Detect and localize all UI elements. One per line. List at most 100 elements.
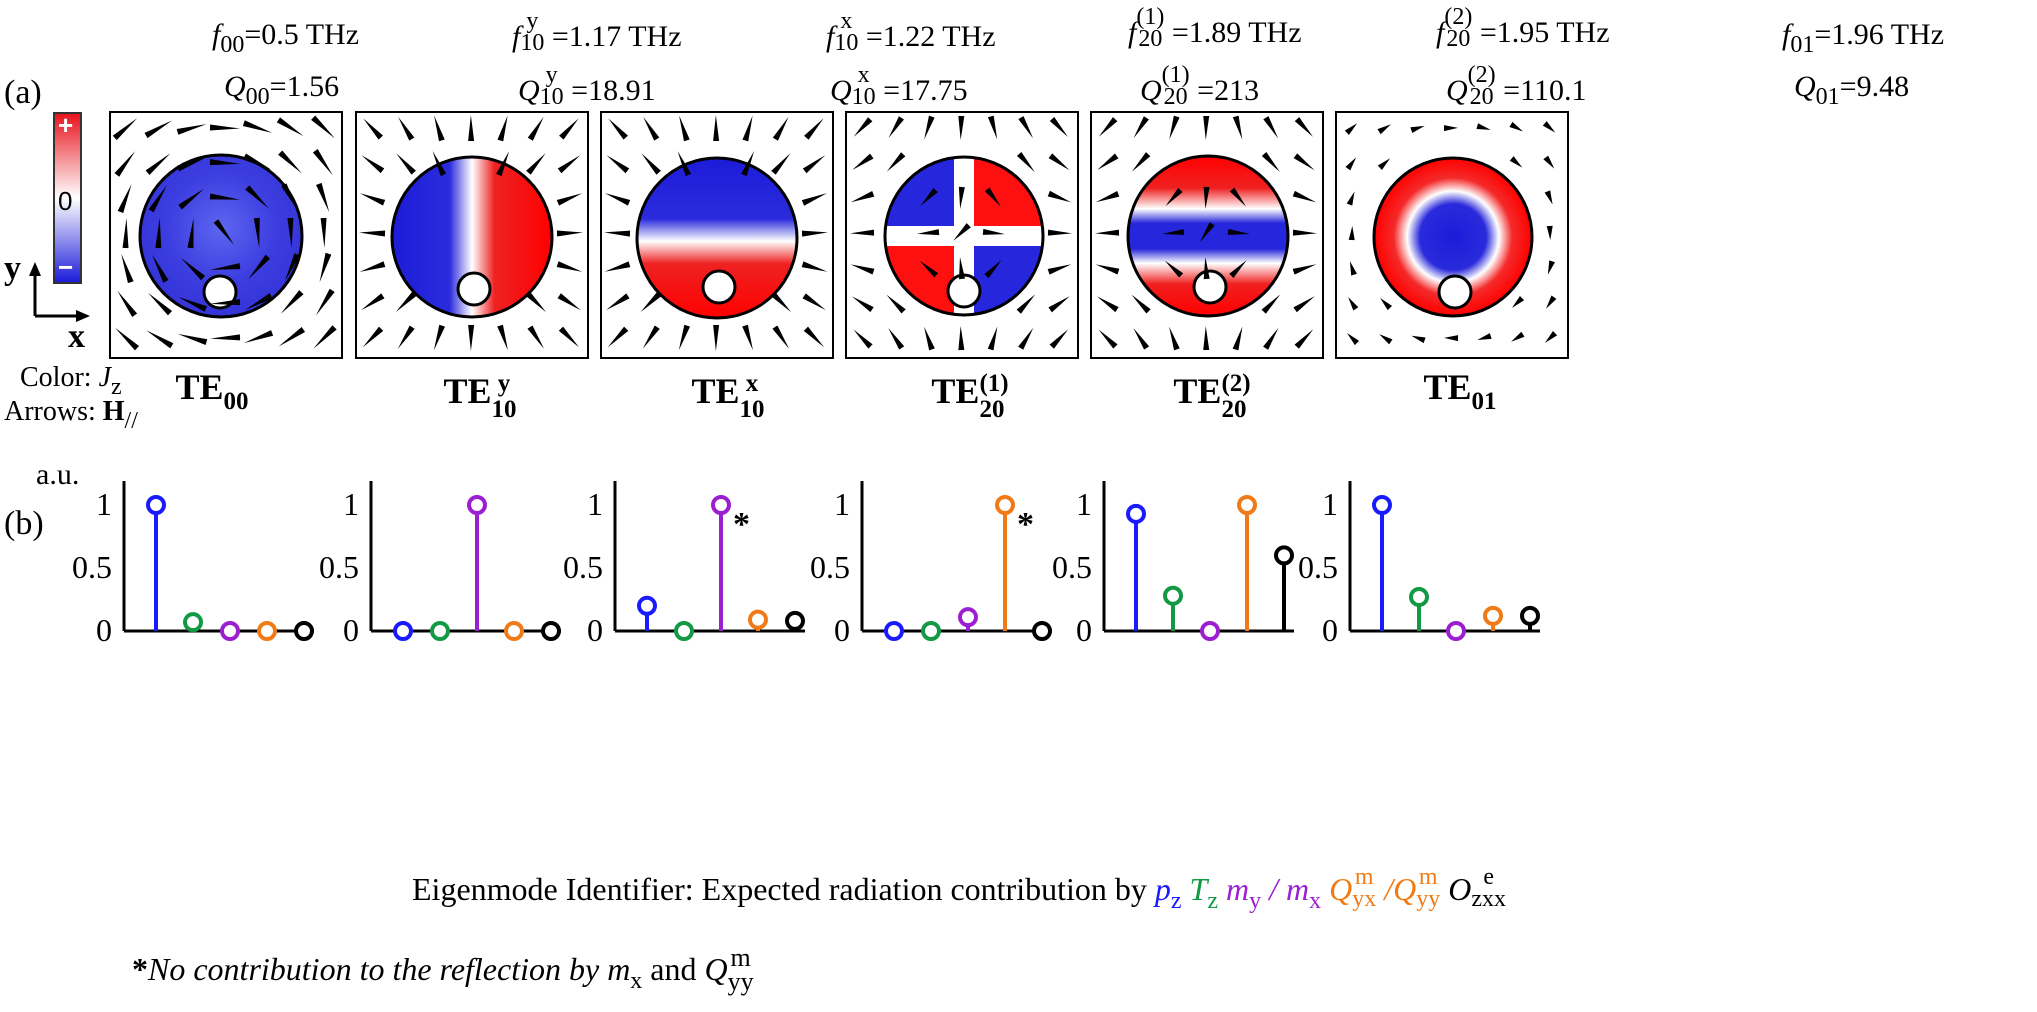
stem-marker — [1372, 495, 1392, 515]
field-arrow — [209, 159, 240, 166]
field-arrow — [1098, 117, 1118, 137]
field-arrow — [850, 190, 875, 203]
field-arrow — [641, 153, 661, 175]
field-arrow — [117, 290, 138, 317]
stem-marker — [257, 621, 277, 641]
mode-name-te20-1: TE (1) 20 — [931, 370, 1009, 423]
stem-subplot-4: 0 0.5 1 * — [810, 481, 1052, 648]
stem-marker — [884, 621, 904, 641]
field-arrow — [112, 118, 138, 141]
field-arrow — [359, 193, 386, 206]
y-tick-label: 0 — [343, 612, 359, 648]
field-arrow — [1048, 296, 1070, 313]
stem-marker — [1163, 585, 1183, 606]
stem-marker — [1032, 621, 1052, 641]
field-arrow — [397, 325, 415, 349]
mode-name-te01: TE01 — [1423, 367, 1497, 415]
field-arrow — [248, 254, 271, 280]
field-arrow — [1165, 187, 1183, 207]
field-arrows — [112, 115, 1558, 351]
y-tick-label: 1 — [1076, 486, 1092, 522]
field-arrow — [801, 193, 828, 206]
field-arrow — [1293, 296, 1315, 313]
stem-marker — [1274, 545, 1294, 566]
stem-marker — [1520, 605, 1540, 626]
field-arrow — [919, 260, 939, 278]
field-arrow — [209, 193, 240, 200]
y-tick-label: 0 — [587, 612, 603, 648]
field-arrow — [468, 324, 475, 351]
field-arrow — [1047, 190, 1072, 203]
field-arrow — [1232, 115, 1243, 140]
stem-subplot-5: 00.51 — [1052, 481, 1294, 648]
hole-te01 — [1437, 274, 1473, 310]
field-arrow — [556, 193, 583, 206]
field-arrow — [1097, 153, 1119, 171]
field-arrow — [361, 155, 385, 174]
field-arrow — [1509, 156, 1523, 168]
field-arrow — [556, 230, 583, 237]
field-arrow — [642, 325, 660, 349]
field-arrow — [177, 333, 208, 345]
field-arrow — [987, 115, 998, 140]
field-arrow — [958, 115, 965, 140]
field-arrow — [606, 155, 630, 174]
field-arrow — [244, 293, 273, 311]
field-arrow — [1544, 190, 1553, 205]
field-arrow — [1203, 186, 1210, 209]
field-arrow — [253, 217, 260, 248]
field-arrow — [395, 291, 417, 313]
field-arrow — [1263, 116, 1279, 139]
y-tick-label: 1 — [1322, 486, 1338, 522]
field-arrow — [556, 261, 583, 272]
field-arrow — [359, 261, 386, 272]
stem-marker — [1237, 495, 1257, 515]
field-arrow — [1098, 329, 1118, 349]
field-arrow — [320, 217, 327, 248]
field-arrow — [713, 115, 720, 142]
disc-te01 — [1372, 156, 1534, 318]
stem-marker — [393, 621, 413, 641]
stem-marker — [541, 621, 561, 641]
field-arrow — [209, 124, 240, 131]
field-arrow — [114, 151, 136, 177]
field-arrow — [853, 117, 873, 137]
field-arrow — [559, 118, 579, 140]
field-arrow — [678, 324, 691, 351]
field-arrow — [315, 288, 335, 316]
field-arrow — [920, 187, 938, 206]
stem-subplot-1: 00.51 — [72, 481, 314, 648]
field-arrow — [557, 293, 581, 311]
field-arrow — [1047, 264, 1072, 275]
field-arrow — [1095, 190, 1120, 203]
stem-marker — [958, 607, 978, 628]
field-arrow — [115, 327, 140, 351]
field-arrow — [1546, 295, 1557, 309]
field-arrow — [888, 116, 904, 139]
field-arrow — [315, 182, 330, 213]
mode-1-frequency: f00=0.5 THz — [212, 18, 360, 58]
stem-marker — [785, 610, 805, 631]
stem-marker — [1409, 586, 1429, 607]
field-arrow — [362, 326, 384, 348]
field-arrow — [210, 299, 241, 306]
field-arrow — [853, 329, 873, 349]
field-arrow — [1049, 329, 1069, 349]
field-arrow — [496, 151, 510, 177]
field-arrow — [804, 118, 824, 140]
field-arrow — [771, 153, 791, 175]
field-arrow — [1229, 260, 1247, 278]
field-arrow — [959, 257, 966, 280]
field-arrow — [433, 324, 445, 351]
stem-subplot-3: 0 0.5 1 * — [563, 481, 805, 648]
y-tick-label: 0.5 — [319, 549, 359, 585]
field-arrow — [679, 115, 690, 142]
mode-6-qfactor: Q01=9.48 — [1794, 70, 1910, 110]
field-arrow — [1131, 152, 1151, 172]
field-arrow — [1294, 329, 1314, 349]
field-arrow — [1380, 297, 1393, 311]
field-arrow — [312, 149, 333, 176]
field-arrow — [468, 115, 475, 142]
field-arrow — [146, 330, 174, 349]
